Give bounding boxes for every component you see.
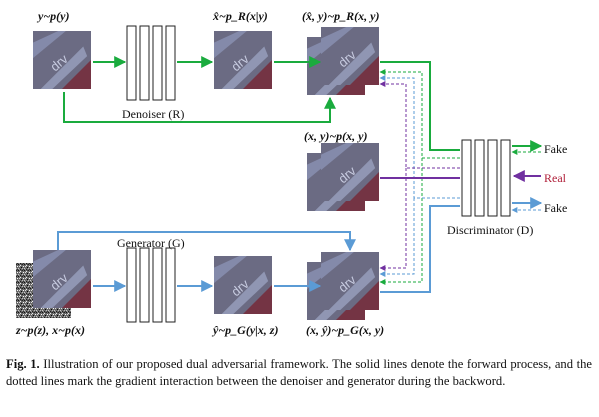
label-y-sample: y~p(y) xyxy=(38,9,70,23)
generator-gradient-dotted xyxy=(379,75,541,277)
label-fake-bottom: Fake xyxy=(544,201,568,215)
label-discriminator: Discriminator (D) xyxy=(447,223,534,237)
label-denoiser: Denoiser (R) xyxy=(122,107,185,121)
label-y-hat: ŷ~p_G(y|x, z) xyxy=(213,323,279,337)
generator-network xyxy=(126,247,176,323)
label-z-x: z~p(z), x~p(x) xyxy=(16,323,85,337)
caption-text: Illustration of our proposed dual advers… xyxy=(6,357,592,388)
denoiser-network xyxy=(126,25,176,101)
caption-label: Fig. 1. xyxy=(6,357,40,371)
label-pair-real: (x, y)~p(x, y) xyxy=(304,129,368,143)
label-real: Real xyxy=(544,171,566,185)
label-pair-R: (x̂, y)~p_R(x, y) xyxy=(302,9,380,23)
image-noise-and-x xyxy=(16,250,91,318)
figure-caption: Fig. 1. Illustration of our proposed dua… xyxy=(6,356,592,390)
generator-forward-arrows xyxy=(57,197,543,293)
label-pair-G: (x, ŷ)~p_G(x, y) xyxy=(306,323,385,337)
label-generator: Generator (G) xyxy=(117,236,185,250)
real-gradient-dotted xyxy=(379,81,460,271)
label-x-hat: x̂~p_R(x|y) xyxy=(213,9,268,23)
denoiser-gradient-dotted xyxy=(379,69,541,285)
real-path-arrows xyxy=(380,170,541,182)
discriminator-network xyxy=(461,139,511,217)
denoiser-forward-arrows xyxy=(63,56,543,152)
label-fake-top: Fake xyxy=(544,142,568,156)
